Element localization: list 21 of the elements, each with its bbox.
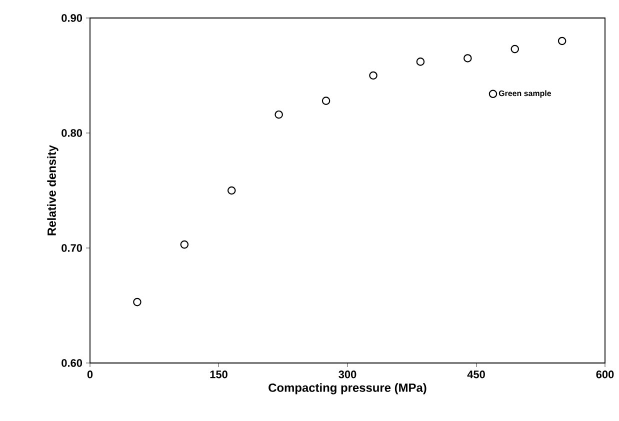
y-tick-label: 0.60	[62, 359, 82, 367]
y-tick-label: 0.90	[62, 14, 82, 22]
x-axis-title: Compacting pressure (MPa)	[268, 383, 426, 394]
point	[510, 44, 520, 54]
point	[558, 36, 566, 46]
x-tick-label: 600	[596, 370, 614, 378]
point	[180, 240, 189, 249]
point	[133, 298, 142, 306]
point	[464, 54, 472, 62]
point	[416, 58, 425, 66]
point	[274, 110, 283, 119]
x-tick-label: 150	[210, 370, 228, 378]
x-tick-label: 450	[467, 370, 485, 378]
y-tick-label: 0.70	[62, 244, 82, 252]
point	[322, 96, 330, 105]
y-tick-label: 0.80	[62, 129, 82, 137]
y-axis-title: Relative density	[47, 145, 58, 236]
point	[227, 186, 236, 195]
x-tick-label: 300	[338, 370, 356, 378]
point	[369, 71, 378, 80]
x-tick-label: 0	[87, 370, 93, 378]
